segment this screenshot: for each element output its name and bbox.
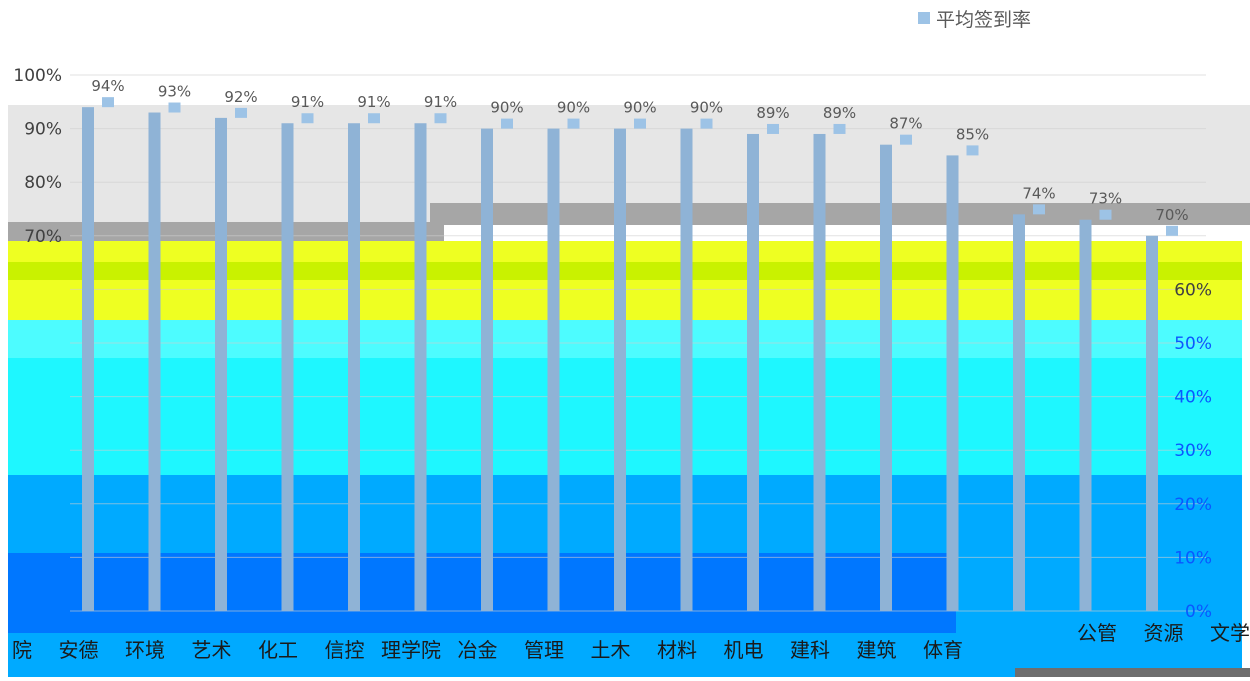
x-tick-label: 艺术 (192, 638, 232, 662)
bar-highlight (900, 134, 912, 145)
bar-highlight (501, 118, 513, 129)
bar (215, 117, 227, 611)
y-tick-label: 90% (24, 120, 62, 140)
bar (1146, 235, 1158, 612)
bar (614, 128, 626, 611)
bar (547, 128, 560, 611)
y-tick-label: 100% (13, 66, 62, 86)
data-label: 91% (357, 93, 390, 111)
x-tick-label: 安德 (59, 638, 99, 662)
legend-swatch (918, 12, 930, 24)
bar-highlight (168, 102, 181, 113)
x-tick-label: 理学院 (381, 638, 441, 662)
y-tick-label: 80% (24, 173, 62, 193)
legend-label: 平均签到率 (936, 9, 1031, 31)
bar-highlight (301, 113, 314, 124)
y-tick-label: 70% (24, 227, 62, 247)
bar-highlight (1166, 225, 1178, 236)
data-label: 70% (1155, 206, 1188, 224)
bar (1079, 219, 1092, 611)
data-label: 89% (756, 104, 789, 122)
bar-highlight (966, 145, 979, 156)
bar (281, 123, 294, 612)
data-label: 91% (291, 93, 324, 111)
bar-highlight (700, 118, 713, 129)
bar-highlight (102, 97, 114, 108)
data-label: 73% (1089, 190, 1122, 208)
data-label: 89% (823, 104, 856, 122)
x-tick-label: 管理 (524, 638, 564, 662)
y-tick-label: 0% (1185, 602, 1212, 622)
y-tick-label: 30% (1174, 441, 1212, 461)
x-tick-label: 化工 (258, 638, 298, 662)
x-tick-label: 院 (12, 638, 32, 662)
bar (946, 155, 959, 611)
bar-highlight (434, 113, 447, 124)
bar (747, 133, 759, 611)
bar (148, 112, 161, 612)
data-label: 92% (224, 88, 257, 106)
y-tick-label: 40% (1174, 388, 1212, 408)
x-tick-label: 材料 (657, 638, 697, 662)
y-tick-label: 20% (1174, 495, 1212, 515)
y-tick-label: 50% (1174, 334, 1212, 354)
x-tick-label: 文学 (1210, 621, 1250, 645)
bar (414, 123, 427, 612)
x-tick-label: 环境 (125, 638, 165, 662)
x-tick-label: 公管 (1077, 621, 1117, 645)
x-tick-label: 建筑 (857, 638, 897, 662)
bar-highlight (1099, 209, 1112, 220)
data-label: 90% (557, 99, 590, 117)
data-label: 90% (623, 99, 656, 117)
x-tick-label: 体育 (923, 638, 963, 662)
bottom-shadow (1015, 668, 1250, 677)
bar-highlight (634, 118, 646, 129)
data-label: 91% (424, 93, 457, 111)
x-tick-label: 建科 (790, 638, 830, 662)
bar (880, 144, 892, 611)
bar-highlight (368, 113, 380, 124)
data-label: 85% (956, 125, 989, 143)
data-label: 94% (91, 77, 124, 95)
bar (82, 107, 94, 611)
x-tick-label: 土木 (591, 638, 631, 662)
data-label: 90% (690, 99, 723, 117)
x-tick-label: 机电 (724, 638, 764, 662)
data-label: 90% (490, 99, 523, 117)
x-tick-label: 资源 (1144, 621, 1184, 645)
bar-highlight (235, 107, 247, 118)
bar (348, 123, 360, 612)
bar (1013, 214, 1025, 612)
y-tick-label: 10% (1174, 548, 1212, 568)
data-label: 74% (1022, 184, 1055, 202)
bar-highlight (1033, 204, 1045, 215)
x-tick-label: 冶金 (458, 638, 498, 662)
bar (680, 128, 693, 611)
data-label: 93% (158, 83, 191, 101)
bar-highlight (833, 123, 846, 134)
x-tick-label: 信控 (325, 638, 365, 662)
bar-highlight (767, 123, 779, 134)
bar (481, 128, 493, 611)
y-tick-label: 60% (1174, 280, 1212, 300)
bar (813, 133, 826, 611)
bar-highlight (567, 118, 580, 129)
data-label: 87% (889, 115, 922, 133)
